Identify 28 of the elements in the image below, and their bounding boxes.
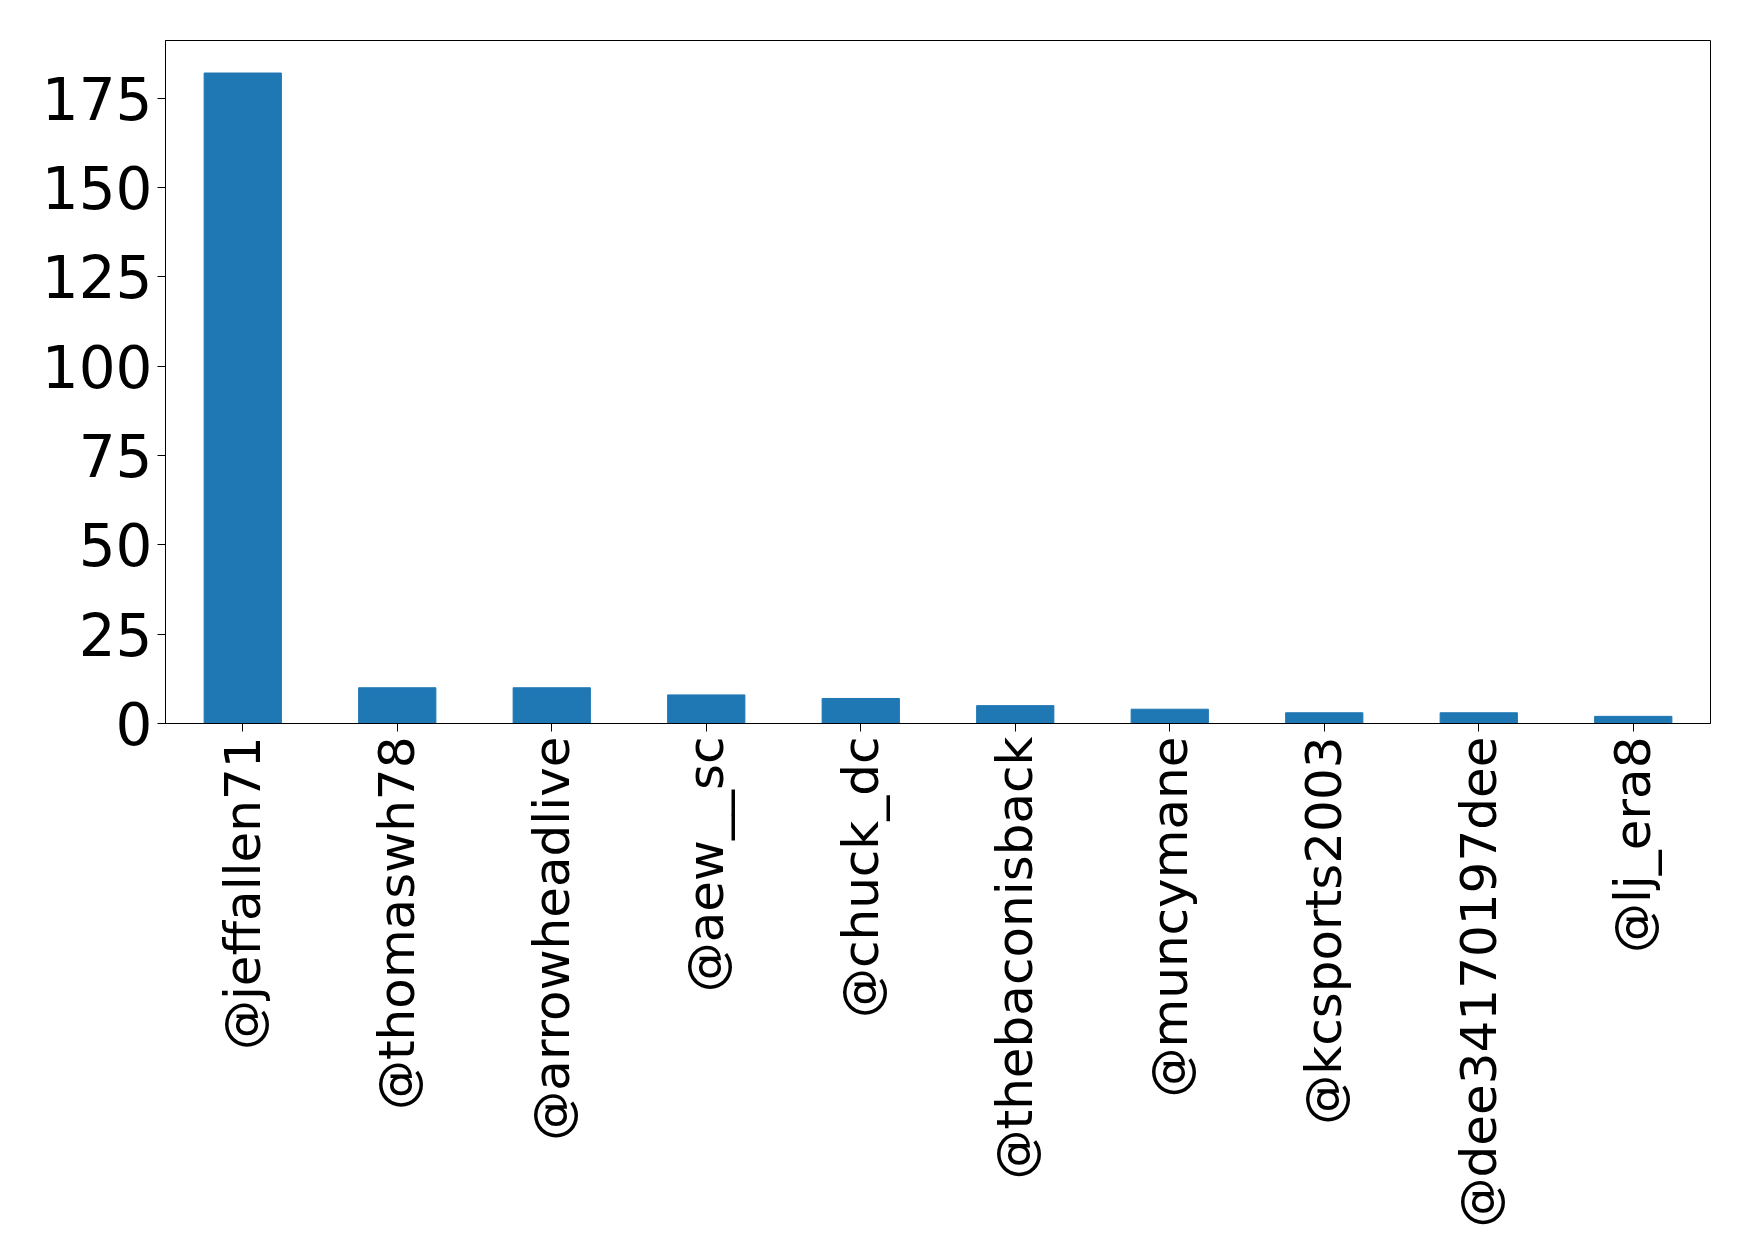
bar [1285, 712, 1364, 724]
x-tick-label: @arrowheadlive [522, 736, 581, 1141]
y-tick-label: 150 [41, 154, 153, 223]
x-tick-label: @thebaconisback [986, 736, 1045, 1180]
x-tick-label: @chuck_dc [831, 736, 890, 1019]
x-tick-label: @kcsports2003 [1295, 736, 1354, 1125]
bar [1130, 708, 1209, 724]
x-tick-label: @lj_era8 [1604, 736, 1663, 954]
y-tick-label: 100 [41, 333, 153, 402]
x-tick-label: @jeffallen71 [213, 736, 272, 1051]
x-tick-label: @thomaswh78 [368, 736, 427, 1110]
x-tick-label: @dee34170197dee [1449, 736, 1508, 1228]
y-tick-label: 50 [78, 512, 153, 581]
bar [976, 705, 1055, 724]
y-tick-label: 125 [41, 244, 153, 313]
bar [821, 697, 900, 724]
bar [512, 687, 591, 724]
bar [358, 687, 437, 724]
bar [1439, 712, 1518, 724]
bar [1594, 715, 1673, 724]
y-tick-label: 75 [78, 422, 153, 491]
y-tick-label: 175 [41, 65, 153, 134]
x-tick-label: @muncymane [1140, 736, 1199, 1098]
bar [203, 72, 282, 724]
y-tick-label: 25 [78, 601, 153, 670]
bar [667, 694, 746, 724]
y-tick-label: 0 [115, 691, 153, 759]
x-tick-label: @aew__sc [677, 736, 736, 993]
